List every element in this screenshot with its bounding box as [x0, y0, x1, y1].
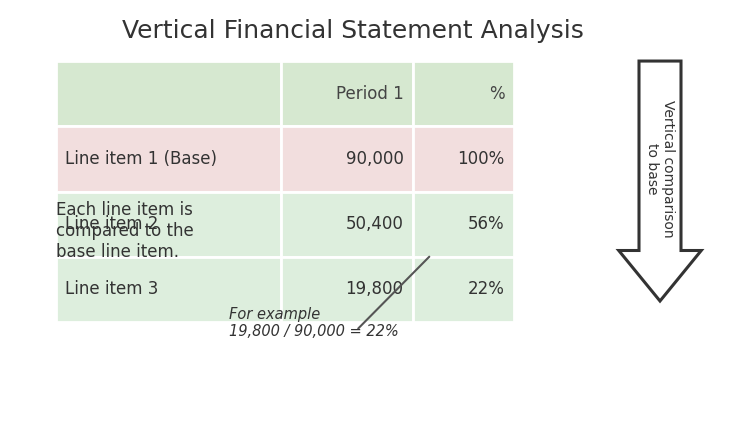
Text: For example
19,800 / 90,000 = 22%: For example 19,800 / 90,000 = 22% [229, 306, 398, 339]
Text: Line item 2: Line item 2 [65, 215, 159, 233]
FancyBboxPatch shape [56, 126, 281, 192]
Text: Each line item is
compared to the
base line item.: Each line item is compared to the base l… [56, 201, 194, 261]
FancyBboxPatch shape [281, 61, 412, 126]
FancyBboxPatch shape [413, 126, 514, 192]
Text: 56%: 56% [468, 215, 505, 233]
FancyBboxPatch shape [281, 192, 412, 257]
Polygon shape [619, 61, 701, 301]
FancyBboxPatch shape [56, 192, 281, 257]
FancyBboxPatch shape [413, 257, 514, 322]
FancyBboxPatch shape [56, 61, 281, 126]
Text: 50,400: 50,400 [346, 215, 404, 233]
Text: 100%: 100% [458, 150, 505, 168]
FancyBboxPatch shape [281, 257, 412, 322]
Text: %: % [489, 85, 505, 103]
Text: Vertical Financial Statement Analysis: Vertical Financial Statement Analysis [122, 19, 584, 43]
FancyBboxPatch shape [413, 61, 514, 126]
FancyBboxPatch shape [56, 257, 281, 322]
Text: Line item 1 (Base): Line item 1 (Base) [65, 150, 218, 168]
Text: Vertical comparison
to base: Vertical comparison to base [645, 100, 675, 237]
Text: 90,000: 90,000 [346, 150, 404, 168]
Text: Period 1: Period 1 [336, 85, 404, 103]
Text: Line item 3: Line item 3 [65, 280, 159, 298]
Text: 19,800: 19,800 [346, 280, 404, 298]
Text: 22%: 22% [468, 280, 505, 298]
FancyBboxPatch shape [413, 192, 514, 257]
FancyBboxPatch shape [281, 126, 412, 192]
